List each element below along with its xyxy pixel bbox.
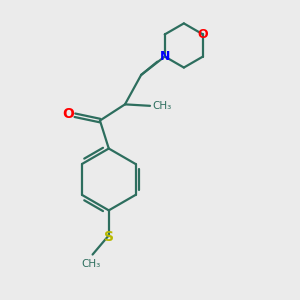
Text: CH₃: CH₃ — [152, 101, 172, 111]
Text: S: S — [104, 230, 114, 244]
Text: N: N — [160, 50, 170, 63]
Text: CH₃: CH₃ — [82, 259, 101, 269]
Text: O: O — [62, 107, 74, 121]
Text: O: O — [198, 28, 208, 41]
